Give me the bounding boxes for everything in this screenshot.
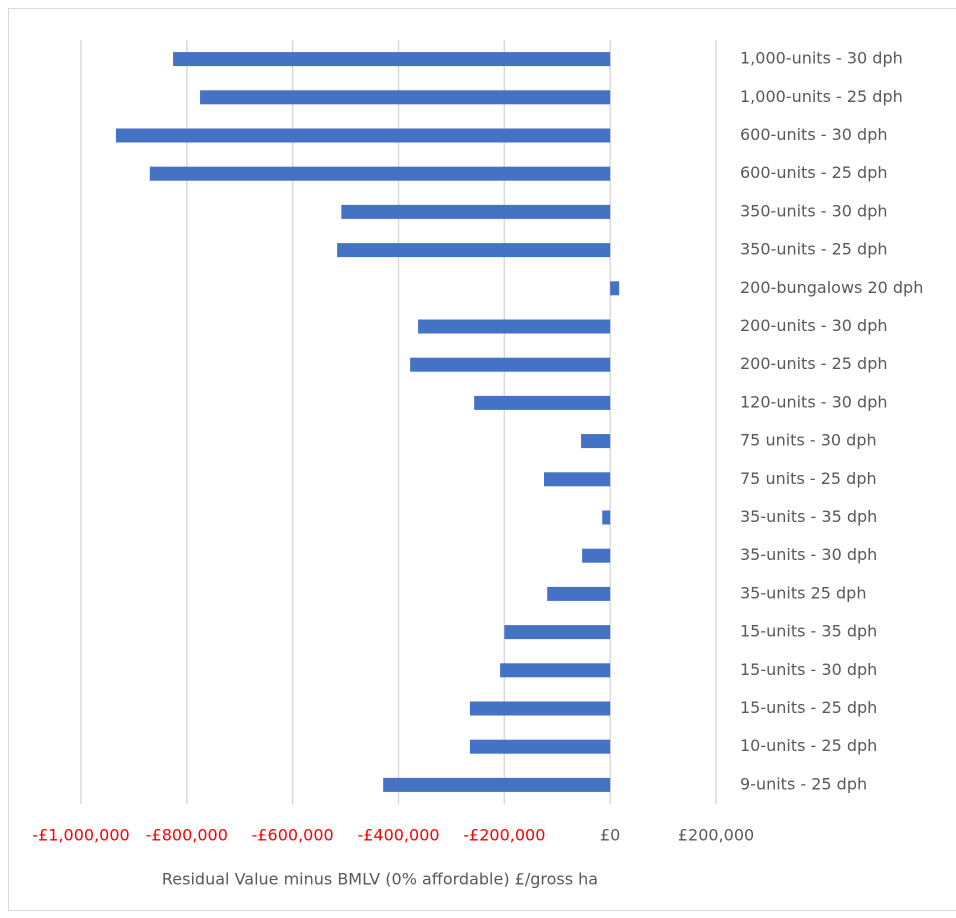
category-label: 120-units - 30 dph <box>740 392 888 411</box>
category-label: 15-units - 35 dph <box>740 622 877 641</box>
bar <box>418 319 611 334</box>
x-tick-label: -£200,000 <box>463 826 545 845</box>
x-tick-label: £200,000 <box>678 826 754 845</box>
bar <box>341 204 611 219</box>
category-label: 350-units - 25 dph <box>740 240 888 259</box>
bar <box>173 52 611 67</box>
bar <box>547 586 611 601</box>
bar <box>410 357 611 372</box>
x-tick-label: -£600,000 <box>252 826 334 845</box>
x-tick-label: £0 <box>600 826 620 845</box>
category-label: 35-units 25 dph <box>740 583 866 602</box>
bar <box>149 166 611 181</box>
x-tick-label: -£400,000 <box>357 826 439 845</box>
bar <box>544 472 611 487</box>
x-axis-title: Residual Value minus BMLV (0% affordable… <box>162 870 598 889</box>
bar <box>469 739 611 754</box>
category-label: 600-units - 25 dph <box>740 163 888 182</box>
category-label: 200-units - 25 dph <box>740 354 888 373</box>
bar <box>474 395 611 410</box>
category-label: 35-units - 30 dph <box>740 545 877 564</box>
x-tick-label: -£1,000,000 <box>32 826 129 845</box>
category-label: 200-units - 30 dph <box>740 316 888 335</box>
bar <box>504 625 611 640</box>
category-label: 1,000-units - 25 dph <box>740 87 903 106</box>
bar <box>200 90 611 105</box>
category-label: 9-units - 25 dph <box>740 774 867 793</box>
bar <box>602 510 611 525</box>
bar <box>469 701 611 716</box>
category-label: 15-units - 25 dph <box>740 698 877 717</box>
bar <box>115 128 611 143</box>
category-label: 75 units - 25 dph <box>740 469 877 488</box>
bar <box>383 777 611 792</box>
category-label: 200-bungalows 20 dph <box>740 278 923 297</box>
category-label: 15-units - 30 dph <box>740 660 877 679</box>
bar <box>500 663 611 678</box>
x-tick-label: -£800,000 <box>146 826 228 845</box>
bar <box>582 548 611 563</box>
category-label: 75 units - 30 dph <box>740 431 877 450</box>
bar <box>610 281 620 296</box>
category-label: 600-units - 30 dph <box>740 125 888 144</box>
category-label: 35-units - 35 dph <box>740 507 877 526</box>
category-label: 350-units - 30 dph <box>740 201 888 220</box>
bar <box>337 243 611 258</box>
bar <box>581 434 611 449</box>
category-label: 1,000-units - 30 dph <box>740 49 903 68</box>
category-label: 10-units - 25 dph <box>740 736 877 755</box>
chart-border <box>8 8 956 911</box>
